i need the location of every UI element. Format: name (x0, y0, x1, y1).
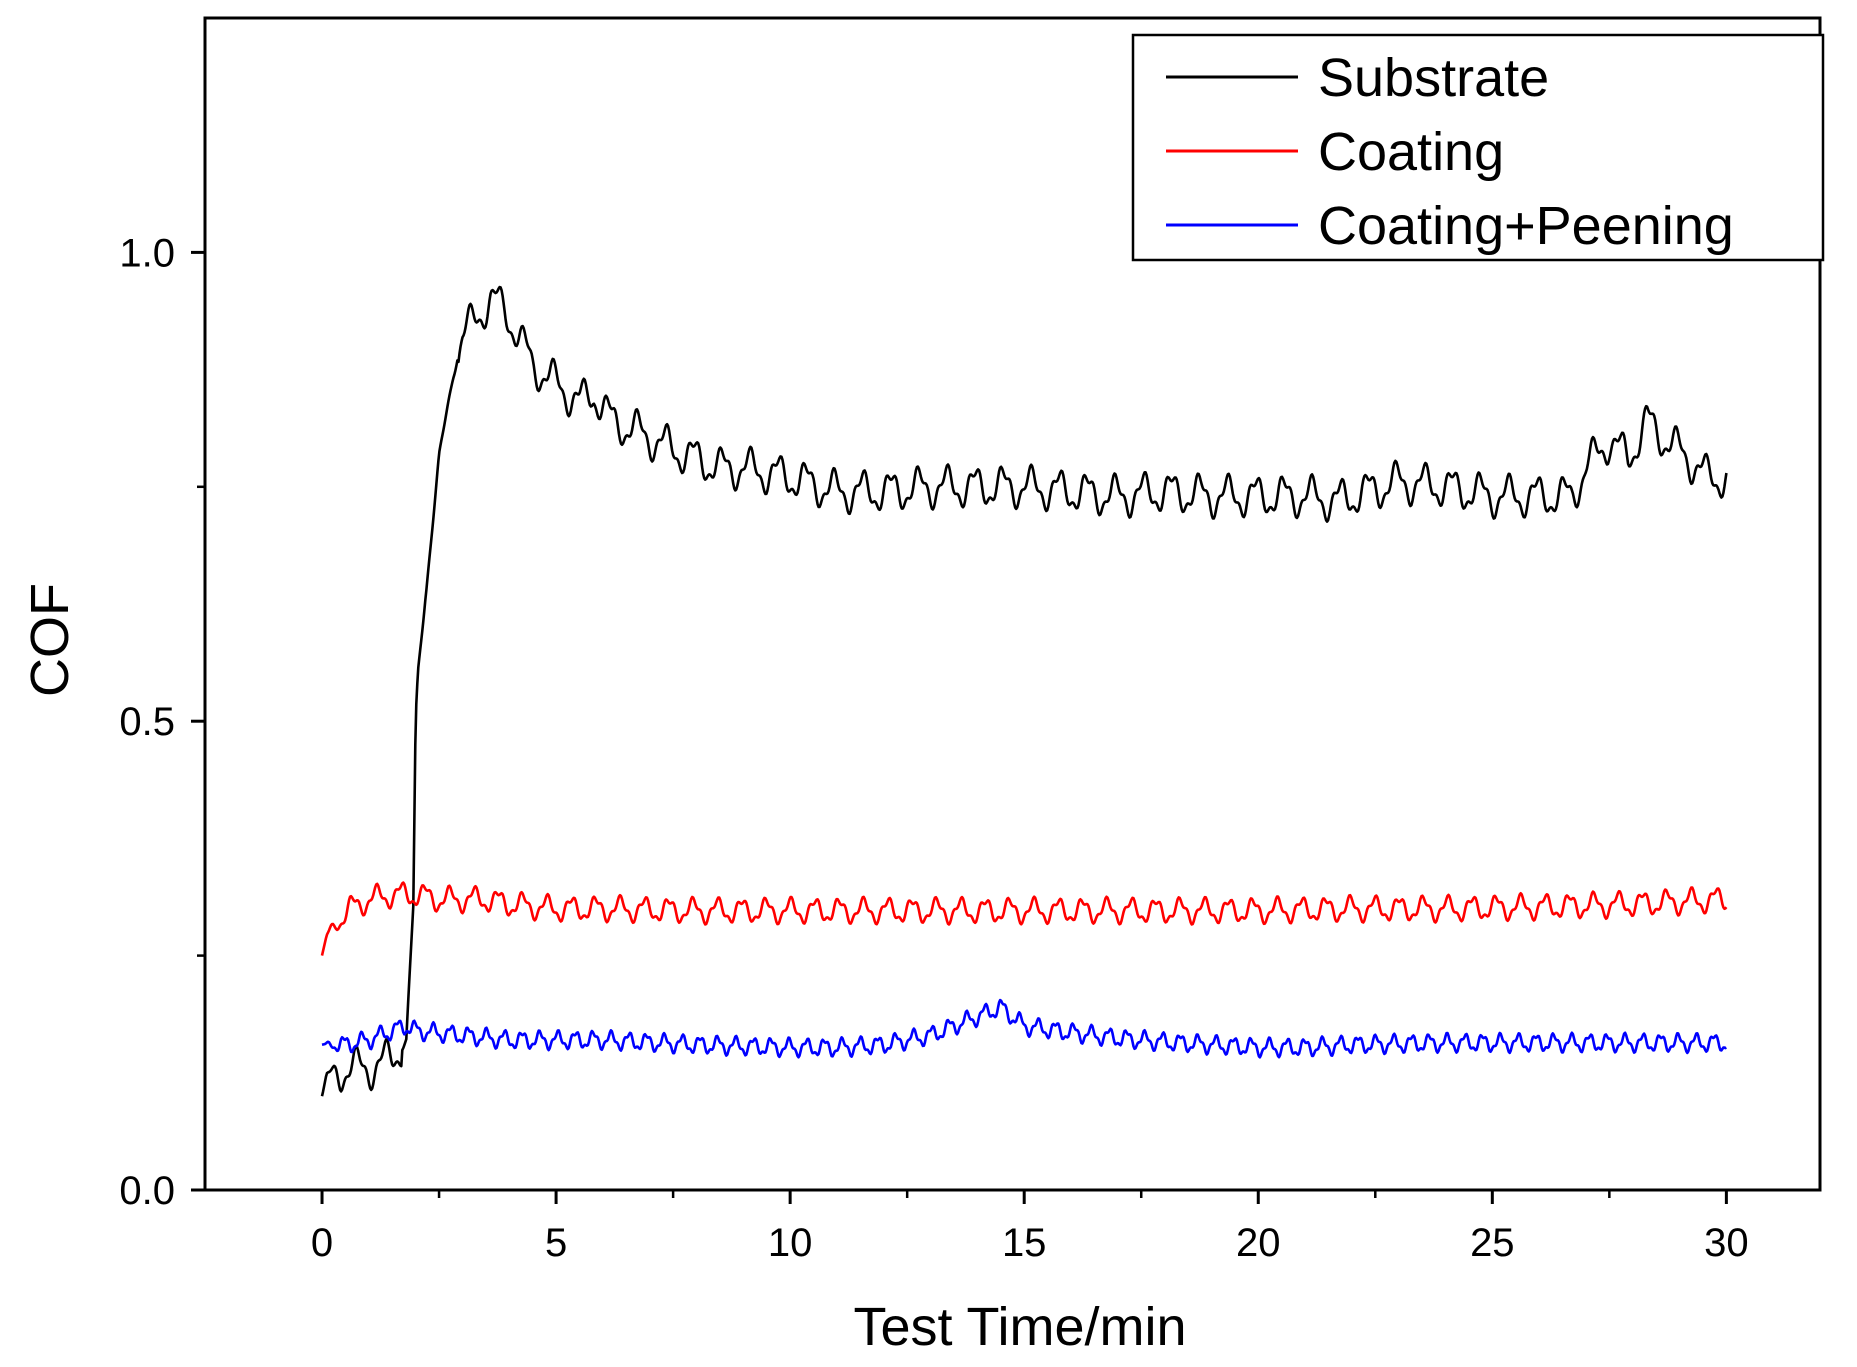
x-tick-label: 20 (1236, 1221, 1281, 1265)
x-tick-label: 30 (1704, 1221, 1749, 1265)
x-tick-label: 5 (545, 1221, 567, 1265)
y-tick-label: 0.0 (119, 1169, 175, 1213)
plot-area (320, 285, 1728, 1097)
legend-label: Substrate (1318, 48, 1549, 108)
legend: Substrate Coating Coating+Peening (1131, 33, 1825, 262)
x-axis-title: Test Time/min (853, 1297, 1186, 1357)
x-tick-label: 15 (1002, 1221, 1047, 1265)
series-line-coating (320, 881, 1728, 956)
legend-box (1131, 33, 1825, 262)
legend-label: Coating+Peening (1318, 196, 1734, 256)
legend-label: Coating (1318, 122, 1504, 182)
y-tick-label: 1.0 (119, 231, 175, 275)
y-axis-title: COF (20, 583, 80, 697)
x-tick-label: 10 (768, 1221, 813, 1265)
x-tick-label: 0 (311, 1221, 333, 1265)
y-tick-label: 0.5 (119, 700, 175, 744)
series-line-coating-peening (321, 998, 1727, 1059)
plot-frame (203, 16, 1822, 1192)
x-tick-label: 25 (1470, 1221, 1515, 1265)
axes: 0 5 10 15 20 25 30 0.0 0.5 1.0 (119, 16, 1822, 1265)
series-line-substrate (320, 285, 1728, 1097)
